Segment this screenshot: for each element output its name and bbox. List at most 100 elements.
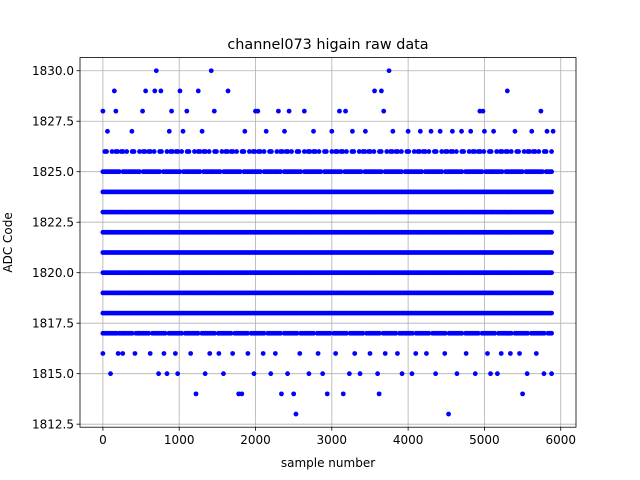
data-point [419, 169, 424, 175]
plot-frame [79, 57, 577, 428]
data-point [338, 169, 344, 175]
data-point [472, 371, 478, 377]
data-point [211, 108, 217, 114]
data-point [505, 149, 511, 154]
data-point [298, 169, 304, 175]
x-axis-label: sample number [281, 456, 375, 470]
data-point [143, 88, 149, 94]
data-point [399, 371, 405, 377]
data-point [329, 149, 335, 154]
data-point [323, 149, 329, 154]
data-point [228, 330, 234, 336]
data-point [538, 108, 544, 114]
x-tick-label: 1000 [164, 433, 195, 447]
data-point [498, 351, 504, 356]
data-point [230, 149, 236, 154]
data-point [113, 108, 119, 114]
data-point [152, 88, 158, 94]
data-point [129, 128, 135, 134]
data-point [120, 351, 126, 356]
data-point [549, 189, 554, 195]
data-point [175, 149, 181, 154]
data-point [413, 351, 419, 356]
data-point [389, 149, 395, 154]
data-point [156, 371, 161, 377]
data-point [170, 149, 175, 154]
data-point [549, 371, 554, 377]
data-point [488, 371, 493, 377]
y-tick-label: 1827.5 [32, 115, 74, 129]
data-point [527, 149, 533, 154]
data-point [142, 149, 148, 154]
data-point [433, 371, 438, 377]
data-point [177, 169, 183, 175]
data-point [274, 149, 280, 154]
data-point [131, 149, 137, 154]
x-tick-label: 6000 [545, 433, 576, 447]
x-tick-label: 5000 [469, 433, 500, 447]
data-point [395, 351, 400, 356]
chart-title: channel073 higain raw data [227, 37, 428, 53]
data-point [315, 351, 321, 356]
data-point [296, 149, 302, 154]
data-point [439, 149, 445, 154]
data-point [405, 128, 411, 134]
data-point [482, 128, 487, 134]
data-point [192, 149, 197, 154]
data-point [179, 149, 185, 154]
data-point [230, 351, 236, 356]
data-point [508, 330, 514, 336]
data-point [485, 351, 490, 356]
data-point [245, 351, 251, 356]
data-point [350, 128, 355, 134]
data-point [289, 149, 294, 154]
data-point [459, 128, 464, 134]
data-point [225, 149, 230, 154]
data-point [129, 330, 135, 336]
data-point [268, 149, 274, 154]
data-point [203, 149, 208, 154]
data-point [148, 149, 153, 154]
data-point [252, 149, 258, 154]
y-tick-label: 1815.0 [32, 367, 74, 381]
data-point [449, 128, 455, 134]
data-point [508, 149, 514, 154]
data-point [525, 330, 531, 336]
data-point [477, 149, 483, 154]
data-point [428, 128, 434, 134]
data-point [301, 108, 307, 114]
data-point [216, 351, 222, 356]
data-point [225, 88, 231, 94]
data-point [132, 351, 138, 356]
data-point [517, 351, 522, 356]
data-point [377, 330, 382, 336]
data-point [549, 149, 554, 154]
data-point [301, 149, 307, 154]
data-point [239, 391, 245, 397]
data-point [409, 371, 415, 377]
data-point [540, 169, 545, 175]
data-point [390, 128, 396, 134]
data-point [524, 371, 530, 377]
data-point [261, 149, 267, 154]
data-point [285, 371, 290, 377]
data-point [169, 108, 174, 114]
data-point [318, 169, 324, 175]
data-point [286, 108, 292, 114]
x-tick-label: 0 [99, 433, 107, 447]
y-axis-label: ADC Code [1, 212, 15, 272]
data-point [255, 108, 261, 114]
data-point [481, 149, 487, 154]
data-point [164, 149, 170, 154]
data-point [466, 149, 472, 154]
data-point [344, 149, 349, 154]
data-point [372, 88, 377, 94]
data-point [327, 330, 333, 336]
data-point [172, 351, 178, 356]
data-point [114, 330, 120, 336]
data-point [488, 149, 494, 154]
data-point [549, 330, 554, 336]
y-tick-label: 1812.5 [32, 417, 74, 431]
data-point [494, 149, 500, 154]
